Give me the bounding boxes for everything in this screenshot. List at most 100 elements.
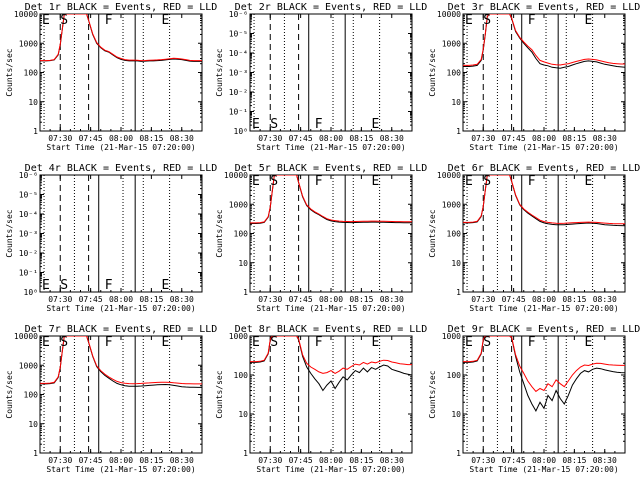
y-axis-label: Counts/sec bbox=[428, 370, 437, 418]
x-tick-label: 08:30 bbox=[380, 456, 404, 465]
x-axis-label: Start Time (21-Mar-15 07:20:00) bbox=[469, 143, 618, 152]
series-lld bbox=[463, 14, 625, 66]
x-tick-label: 08:30 bbox=[170, 134, 194, 143]
x-tick-label: 08:15 bbox=[139, 295, 163, 304]
event-marker-f: F bbox=[315, 335, 323, 350]
event-marker-e: E bbox=[162, 278, 170, 293]
panel-det-1: Det 1r BLACK = Events, RED = LLD10000100… bbox=[5, 2, 217, 152]
series-events bbox=[463, 14, 625, 69]
x-axis-label: Start Time (21-Mar-15 07:20:00) bbox=[256, 465, 405, 474]
x-axis-label: Start Time (21-Mar-15 07:20:00) bbox=[46, 143, 195, 152]
y-tick-label: 10000 bbox=[437, 10, 461, 19]
x-axis-label: Start Time (21-Mar-15 07:20:00) bbox=[46, 465, 195, 474]
x-tick-label: 07:30 bbox=[471, 295, 495, 304]
x-tick-label: 08:30 bbox=[170, 295, 194, 304]
x-tick-label: 08:00 bbox=[532, 134, 556, 143]
x-tick-label: 08:30 bbox=[380, 134, 404, 143]
y-tick-label: 10⁻⁴ bbox=[229, 49, 248, 58]
event-marker-s: S bbox=[60, 13, 68, 28]
event-marker-e: E bbox=[465, 174, 473, 189]
series-events bbox=[40, 14, 202, 62]
y-axis-label: Counts/sec bbox=[215, 48, 224, 96]
plot-frame bbox=[39, 13, 203, 132]
y-tick-label: 1 bbox=[456, 127, 461, 136]
x-tick-label: 07:30 bbox=[471, 456, 495, 465]
event-marker-e: E bbox=[372, 335, 380, 350]
series-group bbox=[463, 14, 625, 69]
x-tick-label: 08:15 bbox=[349, 456, 373, 465]
event-marker-e: E bbox=[162, 335, 170, 350]
y-tick-label: 10000 bbox=[14, 10, 38, 19]
y-axis-label: Counts/sec bbox=[428, 209, 437, 257]
y-tick-label: 1000 bbox=[229, 332, 248, 341]
event-marker-e: E bbox=[252, 335, 260, 350]
event-marker-s: S bbox=[270, 335, 278, 350]
y-tick-label: 100 bbox=[447, 371, 462, 380]
y-tick-label: 1 bbox=[33, 449, 38, 458]
y-tick-label: 100 bbox=[24, 391, 39, 400]
x-tick-label: 08:30 bbox=[170, 456, 194, 465]
x-tick-label: 08:15 bbox=[562, 295, 586, 304]
series-lld bbox=[250, 175, 412, 224]
event-marker-e: E bbox=[372, 117, 380, 132]
event-marker-e: E bbox=[252, 117, 260, 132]
plot-frame bbox=[462, 335, 626, 454]
y-tick-label: 1000 bbox=[19, 361, 38, 370]
x-tick-label: 07:30 bbox=[48, 456, 72, 465]
panel-title: Det 9r BLACK = Events, RED = LLD bbox=[448, 324, 640, 335]
panel-title: Det 6r BLACK = Events, RED = LLD bbox=[448, 163, 640, 174]
event-marker-s: S bbox=[483, 335, 491, 350]
y-tick-label: 10⁰ bbox=[24, 288, 38, 297]
x-tick-label: 07:45 bbox=[289, 456, 313, 465]
event-marker-f: F bbox=[105, 278, 113, 293]
y-tick-label: 10⁻¹ bbox=[19, 269, 38, 278]
series-events bbox=[250, 175, 412, 224]
series-events bbox=[250, 336, 412, 392]
series-lld bbox=[463, 336, 625, 393]
plot-frame bbox=[249, 335, 413, 454]
x-tick-label: 07:30 bbox=[258, 134, 282, 143]
event-marker-e: E bbox=[372, 174, 380, 189]
y-axis-label: Counts/sec bbox=[215, 209, 224, 257]
x-tick-label: 08:00 bbox=[319, 295, 343, 304]
y-tick-label: 10⁻⁵ bbox=[19, 191, 38, 200]
series-group bbox=[250, 336, 412, 392]
y-tick-label: 1 bbox=[243, 449, 248, 458]
y-tick-label: 1 bbox=[33, 127, 38, 136]
y-tick-label: 1000 bbox=[229, 200, 248, 209]
y-tick-label: 10⁻² bbox=[229, 88, 248, 97]
y-tick-label: 10 bbox=[451, 259, 461, 268]
event-marker-f: F bbox=[105, 13, 113, 28]
y-tick-label: 100 bbox=[447, 69, 462, 78]
event-marker-s: S bbox=[60, 335, 68, 350]
x-tick-label: 08:30 bbox=[593, 295, 617, 304]
x-tick-label: 07:30 bbox=[48, 134, 72, 143]
series-events bbox=[463, 175, 625, 227]
y-tick-label: 10 bbox=[451, 410, 461, 419]
event-marker-f: F bbox=[315, 174, 323, 189]
y-tick-label: 100 bbox=[234, 371, 249, 380]
x-tick-label: 07:30 bbox=[258, 456, 282, 465]
event-marker-f: F bbox=[528, 174, 536, 189]
series-events bbox=[40, 336, 202, 388]
y-tick-label: 1 bbox=[243, 288, 248, 297]
panel-det-5: Det 5r BLACK = Events, RED = LLD10000100… bbox=[215, 163, 427, 313]
x-axis-label: Start Time (21-Mar-15 07:20:00) bbox=[469, 465, 618, 474]
y-tick-label: 10⁻³ bbox=[19, 230, 38, 239]
y-axis-label: Counts/sec bbox=[5, 48, 14, 96]
plot-frame bbox=[249, 13, 413, 132]
y-tick-label: 10⁻³ bbox=[229, 69, 248, 78]
x-tick-label: 08:30 bbox=[593, 456, 617, 465]
y-tick-label: 1000 bbox=[19, 39, 38, 48]
event-marker-f: F bbox=[528, 13, 536, 28]
panel-title: Det 3r BLACK = Events, RED = LLD bbox=[448, 2, 640, 13]
y-tick-label: 100 bbox=[234, 230, 249, 239]
y-tick-label: 100 bbox=[447, 230, 462, 239]
y-tick-label: 1000 bbox=[442, 200, 461, 209]
x-tick-label: 08:00 bbox=[109, 456, 133, 465]
y-tick-label: 10 bbox=[28, 420, 38, 429]
event-marker-e: E bbox=[465, 13, 473, 28]
x-tick-label: 08:30 bbox=[593, 134, 617, 143]
x-tick-label: 08:00 bbox=[109, 134, 133, 143]
